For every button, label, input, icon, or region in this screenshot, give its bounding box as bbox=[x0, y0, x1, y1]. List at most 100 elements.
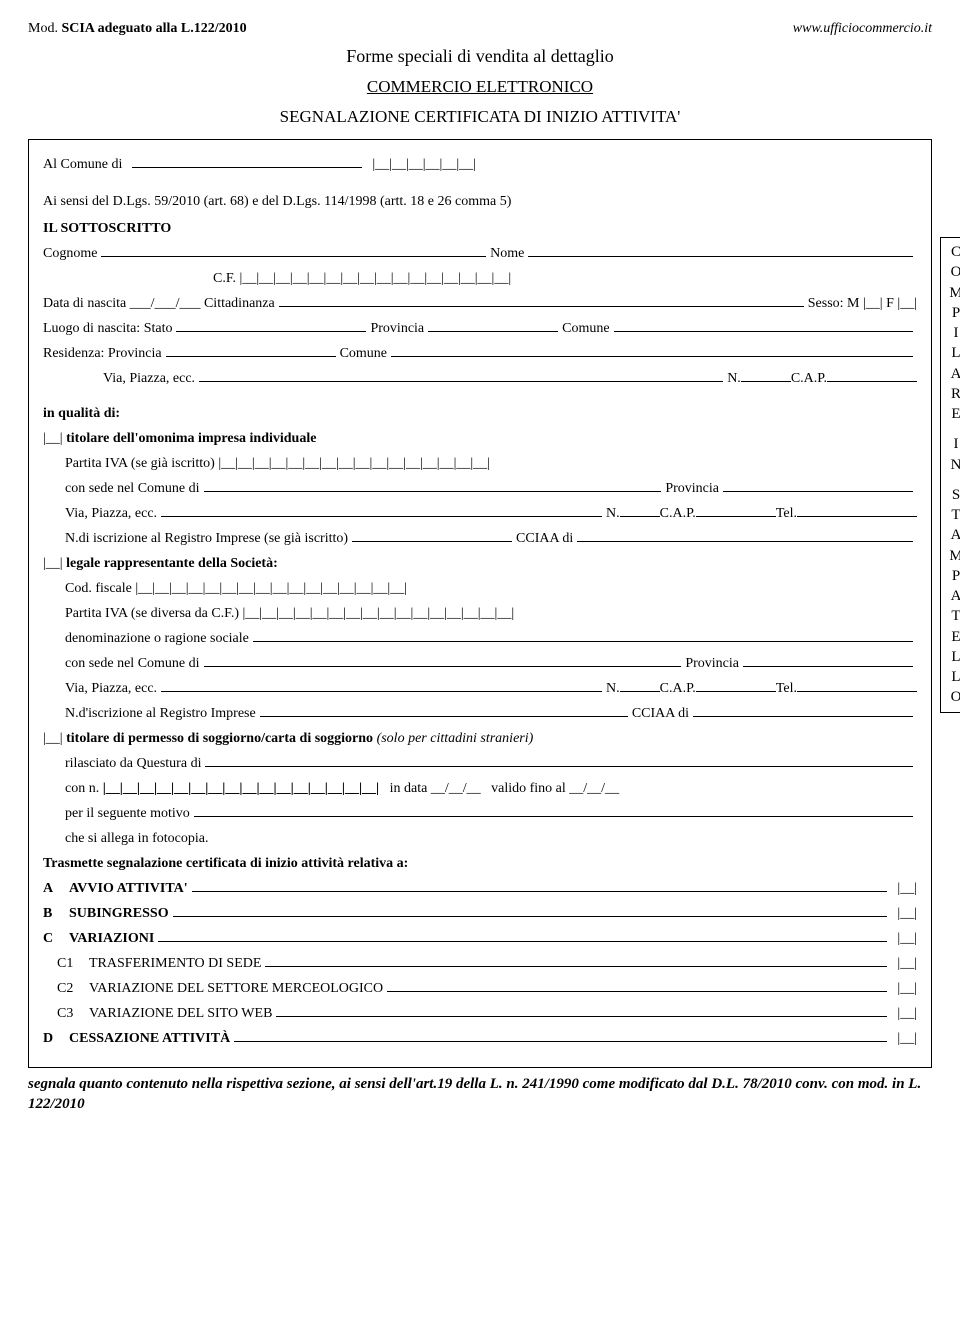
sb-l: N bbox=[941, 455, 960, 475]
valido-label[interactable]: valido fino al __/__/__ bbox=[491, 781, 619, 796]
codfisc-boxes[interactable]: |__|__|__|__|__|__|__|__|__|__|__|__|__|… bbox=[135, 581, 407, 596]
sede2-field[interactable] bbox=[204, 653, 682, 667]
n-label: N. bbox=[727, 368, 741, 389]
cciaa2-field[interactable] bbox=[693, 703, 913, 717]
cap3-field[interactable] bbox=[696, 678, 776, 692]
via2-field[interactable] bbox=[161, 503, 602, 517]
denom-field[interactable] bbox=[253, 628, 913, 642]
ndi-field[interactable] bbox=[352, 528, 512, 542]
prov-field[interactable] bbox=[428, 318, 558, 332]
sec-c2-field[interactable] bbox=[387, 978, 887, 992]
legale-row: |__| legale rappresentante della Società… bbox=[43, 553, 917, 574]
source-url: www.ufficiocommercio.it bbox=[793, 18, 932, 39]
sec-c2-box[interactable]: |__| bbox=[897, 978, 917, 999]
res-prov-field[interactable] bbox=[166, 343, 336, 357]
sec-c3-box[interactable]: |__| bbox=[897, 1003, 917, 1024]
cap-label: C.A.P. bbox=[791, 368, 827, 389]
sec-c-field[interactable] bbox=[158, 928, 887, 942]
sec-c2-label: VARIAZIONE DEL SETTORE MERCEOLOGICO bbox=[89, 978, 383, 999]
comune-blank[interactable] bbox=[132, 154, 362, 168]
sec-b-box[interactable]: |__| bbox=[897, 903, 917, 924]
sec-b: B SUBINGRESSO |__| bbox=[43, 903, 917, 924]
sede-prov-field[interactable] bbox=[723, 478, 913, 492]
via-label: Via, Piazza, ecc. bbox=[103, 368, 195, 389]
sec-c3-field[interactable] bbox=[276, 1003, 887, 1017]
pivadiv-boxes[interactable]: |__|__|__|__|__|__|__|__|__|__|__|__|__|… bbox=[242, 606, 514, 621]
sec-c: C VARIAZIONI |__| bbox=[43, 928, 917, 949]
comune-field[interactable] bbox=[614, 318, 913, 332]
n2-field[interactable] bbox=[620, 503, 660, 517]
sec-c3: C3 VARIAZIONE DEL SITO WEB |__| bbox=[43, 1003, 917, 1024]
cittadinanza-field[interactable] bbox=[279, 293, 804, 307]
sb-l: R bbox=[941, 384, 960, 404]
cb-legale[interactable]: |__| bbox=[43, 556, 63, 571]
footer-note: segnala quanto contenuto nella rispettiv… bbox=[28, 1074, 932, 1115]
cap2-field[interactable] bbox=[696, 503, 776, 517]
tit-omonima-label: titolare dell'omonima impresa individual… bbox=[66, 431, 316, 446]
via3-field[interactable] bbox=[161, 678, 602, 692]
sb-l: M bbox=[941, 283, 960, 303]
luogo-label: Luogo di nascita: Stato bbox=[43, 318, 172, 339]
sec-b-label: SUBINGRESSO bbox=[69, 903, 169, 924]
stato-field[interactable] bbox=[176, 318, 366, 332]
conn-label: con n. bbox=[65, 781, 99, 796]
pivadiv-row: Partita IVA (se diversa da C.F.) |__|__|… bbox=[65, 603, 917, 624]
sec-d-box[interactable]: |__| bbox=[897, 1028, 917, 1049]
cf-boxes[interactable]: |__|__|__|__|__|__|__|__|__|__|__|__|__|… bbox=[240, 271, 512, 286]
motivo-label: per il seguente motivo bbox=[65, 803, 190, 824]
provincia-label4: Provincia bbox=[685, 653, 739, 674]
sede-field[interactable] bbox=[204, 478, 662, 492]
cciaa-field[interactable] bbox=[577, 528, 913, 542]
sec-a-field[interactable] bbox=[192, 878, 888, 892]
sede2-prov-field[interactable] bbox=[743, 653, 913, 667]
luogo-row: Luogo di nascita: Stato Provincia Comune bbox=[43, 318, 917, 339]
codfisc-label: Cod. fiscale bbox=[65, 581, 132, 596]
sb-l: C bbox=[941, 242, 960, 262]
via-field[interactable] bbox=[199, 368, 723, 382]
sec-a-box[interactable]: |__| bbox=[897, 878, 917, 899]
piva-boxes[interactable]: |__|__|__|__|__|__|__|__|__|__|__|__|__|… bbox=[218, 456, 490, 471]
n-field[interactable] bbox=[741, 368, 791, 382]
sb-l: I bbox=[941, 434, 960, 454]
ndi2-row: N.d'iscrizione al Registro Imprese CCIAA… bbox=[65, 703, 917, 724]
conn-boxes[interactable]: |__|__|__|__|__|__|__|__|__|__|__|__|__|… bbox=[103, 781, 379, 796]
via-row: Via, Piazza, ecc. N. C.A.P. bbox=[103, 368, 917, 389]
comune-code-boxes[interactable]: |__|__|__|__|__|__| bbox=[372, 154, 476, 175]
cognome-field[interactable] bbox=[101, 243, 486, 257]
sb-gap bbox=[941, 424, 960, 434]
questura-field[interactable] bbox=[205, 753, 913, 767]
permesso-label: titolare di permesso di soggiorno/carta … bbox=[66, 731, 373, 746]
cb-omonima[interactable]: |__| bbox=[43, 431, 63, 446]
via-label3: Via, Piazza, ecc. bbox=[65, 678, 157, 699]
piva-label: Partita IVA (se già iscritto) bbox=[65, 456, 215, 471]
cb-permesso[interactable]: |__| bbox=[43, 731, 63, 746]
sottoscritto-label: IL SOTTOSCRITTO bbox=[43, 218, 917, 239]
sesso-label[interactable]: Sesso: M |__| F |__| bbox=[808, 293, 917, 314]
nome-field[interactable] bbox=[528, 243, 913, 257]
res-comune-field[interactable] bbox=[391, 343, 913, 357]
main-form-box: Al Comune di |__|__|__|__|__|__| Ai sens… bbox=[28, 139, 932, 1068]
sb-l: S bbox=[941, 485, 960, 505]
cap-field[interactable] bbox=[827, 368, 917, 382]
motivo-field[interactable] bbox=[194, 803, 913, 817]
n3-field[interactable] bbox=[620, 678, 660, 692]
denom-label: denominazione o ragione sociale bbox=[65, 628, 249, 649]
sec-b-field[interactable] bbox=[173, 903, 888, 917]
indata-label[interactable]: in data __/__/__ bbox=[390, 781, 481, 796]
ndi2-field[interactable] bbox=[260, 703, 628, 717]
motivo-row: per il seguente motivo bbox=[65, 803, 917, 824]
n-label2: N. bbox=[606, 503, 620, 524]
page-header: Mod. SCIA adeguato alla L.122/2010 www.u… bbox=[28, 18, 932, 39]
sec-d-field[interactable] bbox=[234, 1028, 887, 1042]
mod-bold: SCIA adeguato alla L.122/2010 bbox=[61, 21, 246, 36]
sec-c3-label: VARIAZIONE DEL SITO WEB bbox=[89, 1003, 272, 1024]
tel2-field[interactable] bbox=[797, 678, 917, 692]
tel-field[interactable] bbox=[797, 503, 917, 517]
tit-omonima-row: |__| titolare dell'omonima impresa indiv… bbox=[43, 428, 917, 449]
sec-c1-field[interactable] bbox=[265, 953, 887, 967]
sec-c1-box[interactable]: |__| bbox=[897, 953, 917, 974]
sec-c-box[interactable]: |__| bbox=[897, 928, 917, 949]
questura-label: rilasciato da Questura di bbox=[65, 753, 201, 774]
tel-label2: Tel. bbox=[776, 678, 797, 699]
provincia-label3: Provincia bbox=[665, 478, 719, 499]
